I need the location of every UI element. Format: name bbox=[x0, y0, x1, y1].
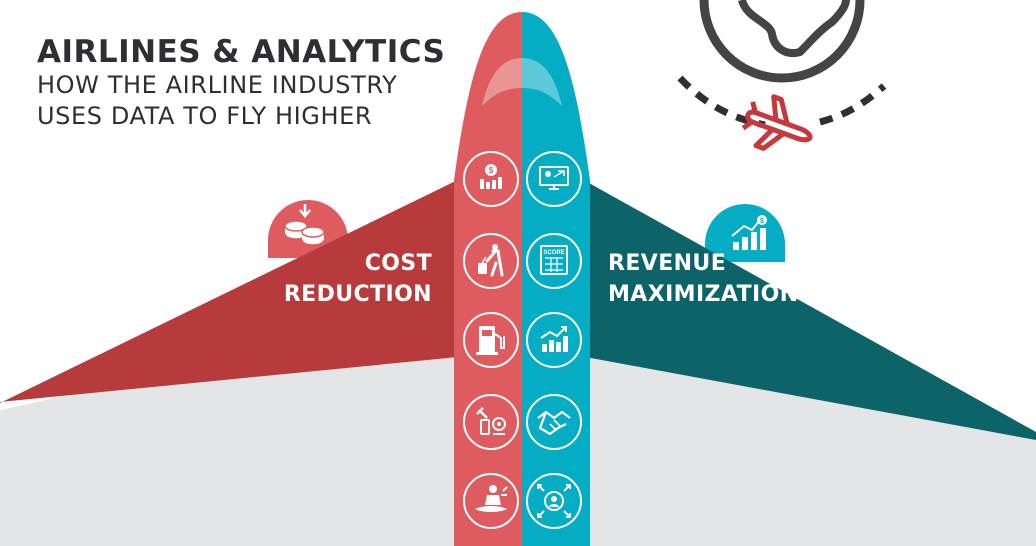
score-card-icon: SCORE bbox=[526, 233, 582, 289]
score-text: SCORE bbox=[543, 250, 564, 256]
flight-path bbox=[677, 75, 887, 129]
globe-icon bbox=[699, 0, 865, 83]
airplane-icon bbox=[741, 94, 813, 151]
revenue-badge: $ bbox=[705, 204, 785, 262]
revenue-label-line-2: MAXIMIZATION bbox=[608, 282, 799, 307]
growth-chart-icon bbox=[526, 312, 582, 368]
page-title: AIRLINES & ANALYTICS bbox=[37, 34, 446, 70]
cost-reduction-label: COST REDUCTION bbox=[284, 248, 432, 310]
customer-focus-icon bbox=[526, 473, 582, 529]
ground-crew-icon bbox=[463, 473, 519, 529]
handshake-icon bbox=[526, 394, 582, 450]
title-block: AIRLINES & ANALYTICS HOW THE AIRLINE IND… bbox=[37, 34, 445, 132]
subtitle-line-2: USES DATA TO FLY HIGHER bbox=[37, 102, 373, 130]
cost-label-line-1: COST bbox=[364, 251, 432, 276]
subtitle-line-1: HOW THE AIRLINE INDUSTRY bbox=[37, 71, 398, 99]
cockpit-window bbox=[482, 58, 562, 106]
growth-chart-dollar-icon: $ bbox=[731, 215, 767, 250]
monitor-flight-icon bbox=[526, 151, 582, 207]
revenue-maximization-wing bbox=[580, 178, 1036, 440]
dollar-chart-icon: $ bbox=[463, 151, 519, 207]
coins-down-icon bbox=[284, 204, 325, 246]
fuselage bbox=[454, 12, 590, 546]
maintenance-tools-icon bbox=[463, 394, 519, 450]
svg-text:$: $ bbox=[760, 218, 764, 225]
revenue-label-line-1: REVENUE bbox=[608, 251, 727, 276]
revenue-maximization-label: REVENUE MAXIMIZATION bbox=[608, 248, 799, 310]
cost-label-line-2: REDUCTION bbox=[283, 282, 432, 307]
cost-reduction-wing bbox=[0, 175, 468, 403]
svg-text:$: $ bbox=[489, 166, 494, 175]
traveler-luggage-icon bbox=[463, 233, 519, 289]
fuel-pump-icon bbox=[463, 312, 519, 368]
